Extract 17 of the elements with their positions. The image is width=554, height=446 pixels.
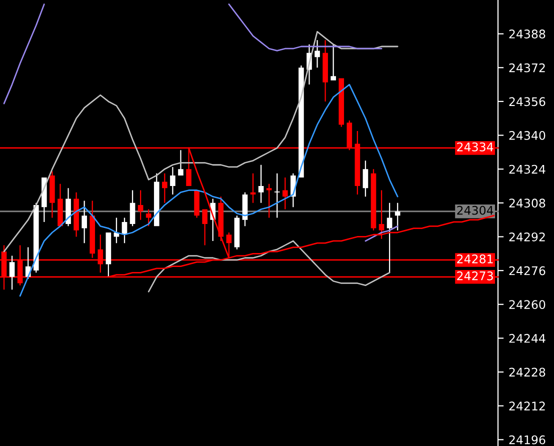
y-tick-label: 24196 [509, 435, 546, 444]
y-tick-label: 24228 [509, 368, 546, 377]
y-tick-label: 24260 [509, 300, 546, 310]
y-tick-label: 24340 [509, 131, 546, 140]
ref-line-label: 24273 [457, 271, 493, 280]
y-tick-label: 24244 [509, 334, 546, 343]
y-tick-label: 24212 [509, 402, 545, 410]
y-tick-label: 24388 [509, 30, 546, 38]
ref-line-label: 24334 [457, 142, 494, 152]
y-tick-label: 24356 [509, 97, 546, 106]
y-tick-label: 24292 [509, 232, 545, 242]
y-tick-label: 24372 [509, 63, 545, 72]
y-tick-label: 24324 [509, 164, 546, 174]
ref-line-label: 24281 [457, 254, 493, 264]
y-tick-label: 24308 [509, 198, 546, 208]
y-tick-label: 24276 [509, 266, 546, 276]
ref-line-label: 24304 [457, 206, 494, 215]
